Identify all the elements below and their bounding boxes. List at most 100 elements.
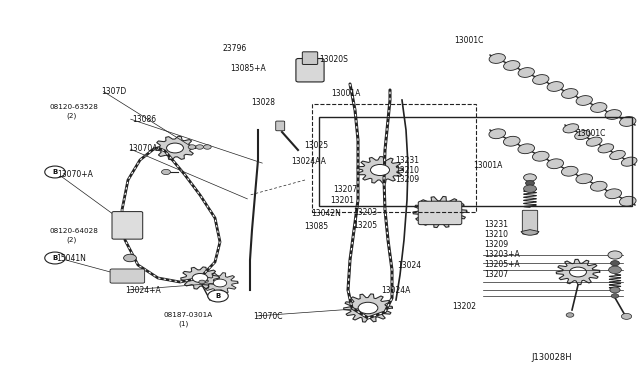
Text: (2): (2) (67, 112, 77, 119)
Ellipse shape (504, 61, 520, 70)
Circle shape (371, 164, 390, 176)
Text: 13001A: 13001A (332, 89, 361, 97)
Ellipse shape (605, 110, 621, 119)
Text: 13231: 13231 (396, 156, 420, 165)
Circle shape (610, 287, 620, 293)
Circle shape (524, 174, 536, 181)
Circle shape (611, 260, 620, 266)
Circle shape (358, 302, 378, 314)
Polygon shape (344, 294, 392, 322)
Text: 13024A: 13024A (381, 286, 410, 295)
Ellipse shape (586, 137, 602, 146)
Ellipse shape (620, 116, 636, 126)
Ellipse shape (591, 181, 607, 191)
Ellipse shape (489, 54, 506, 63)
Text: 13203: 13203 (353, 208, 378, 217)
Circle shape (45, 166, 65, 178)
Ellipse shape (547, 159, 564, 169)
Text: 08120-64028: 08120-64028 (50, 228, 99, 234)
Text: 13203+A: 13203+A (484, 250, 520, 259)
Text: B: B (216, 293, 221, 299)
Circle shape (208, 290, 228, 302)
Ellipse shape (504, 136, 520, 146)
Text: 13001C: 13001C (576, 129, 605, 138)
Text: 08187-0301A: 08187-0301A (164, 312, 213, 318)
Text: 13001C: 13001C (454, 36, 484, 45)
Circle shape (199, 280, 205, 284)
Text: 23796: 23796 (223, 44, 247, 53)
Text: 13202: 13202 (452, 302, 476, 311)
FancyBboxPatch shape (276, 121, 285, 131)
Text: (1): (1) (178, 320, 188, 327)
FancyBboxPatch shape (112, 212, 143, 239)
Ellipse shape (518, 68, 534, 77)
Ellipse shape (576, 96, 593, 105)
Ellipse shape (620, 196, 636, 206)
Ellipse shape (532, 151, 549, 161)
Text: 13201: 13201 (330, 196, 355, 205)
Circle shape (192, 273, 208, 282)
FancyBboxPatch shape (419, 201, 462, 225)
Text: 13085: 13085 (304, 222, 328, 231)
Polygon shape (357, 157, 403, 183)
Text: J130028H: J130028H (531, 353, 572, 362)
Text: 13024: 13024 (397, 262, 421, 270)
Circle shape (621, 313, 632, 319)
Text: 13205: 13205 (353, 221, 378, 230)
Ellipse shape (562, 89, 578, 98)
Circle shape (166, 143, 184, 153)
Text: 13207: 13207 (333, 185, 357, 194)
Ellipse shape (532, 75, 549, 84)
Text: 13231: 13231 (484, 220, 509, 229)
Ellipse shape (576, 174, 593, 184)
Text: 13024AA: 13024AA (291, 157, 326, 166)
Text: 13210: 13210 (484, 230, 509, 239)
Circle shape (525, 180, 534, 186)
Text: B: B (52, 255, 58, 261)
Circle shape (196, 145, 204, 149)
Text: 13025: 13025 (305, 141, 329, 150)
Text: 1307D: 1307D (101, 87, 126, 96)
Text: 15041N: 15041N (56, 254, 86, 263)
Text: (2): (2) (67, 236, 77, 243)
Text: 13209: 13209 (484, 240, 509, 248)
Text: 13205+A: 13205+A (484, 260, 520, 269)
Ellipse shape (563, 124, 579, 133)
Circle shape (188, 145, 196, 149)
Text: 08120-63528: 08120-63528 (50, 104, 99, 110)
Text: B: B (52, 169, 58, 175)
Text: 13086: 13086 (132, 115, 156, 124)
Circle shape (611, 294, 619, 298)
Ellipse shape (547, 81, 563, 92)
Ellipse shape (605, 189, 621, 199)
Text: 13001A: 13001A (474, 161, 503, 170)
Circle shape (213, 279, 227, 287)
Circle shape (204, 145, 211, 149)
Text: 13042N: 13042N (312, 209, 342, 218)
Text: 13070+A: 13070+A (58, 170, 93, 179)
Text: 13207: 13207 (484, 270, 509, 279)
Ellipse shape (621, 157, 637, 166)
Text: 13028: 13028 (251, 98, 275, 107)
Ellipse shape (518, 144, 534, 154)
Circle shape (524, 185, 536, 192)
Text: 13085+A: 13085+A (230, 64, 266, 73)
Ellipse shape (591, 103, 607, 112)
Ellipse shape (489, 129, 506, 139)
Circle shape (570, 267, 586, 277)
Polygon shape (154, 136, 195, 160)
Circle shape (161, 169, 170, 174)
Ellipse shape (575, 131, 590, 140)
Polygon shape (180, 267, 219, 289)
Polygon shape (556, 259, 600, 285)
Ellipse shape (610, 150, 625, 160)
Bar (312, 104, 476, 212)
FancyBboxPatch shape (110, 269, 145, 283)
Ellipse shape (561, 166, 578, 176)
Text: 13070A: 13070A (128, 144, 157, 153)
Bar (319, 117, 632, 206)
Text: 13209: 13209 (396, 175, 420, 184)
Text: 13020S: 13020S (319, 55, 348, 64)
Polygon shape (202, 273, 238, 293)
Text: 13024+A: 13024+A (125, 286, 161, 295)
